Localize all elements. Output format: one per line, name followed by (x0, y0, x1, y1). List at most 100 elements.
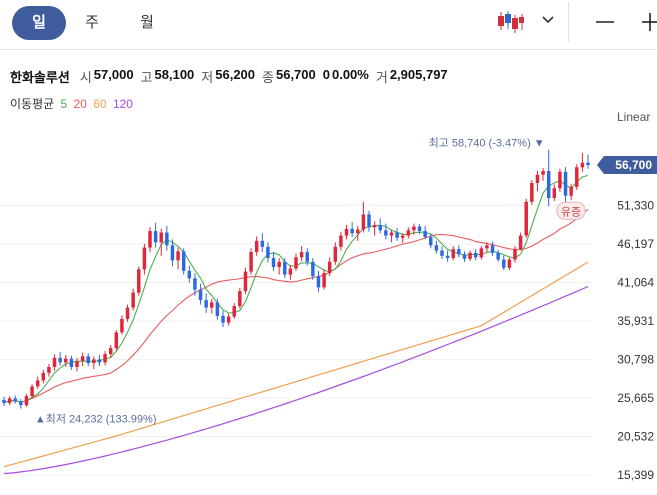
candle-body (524, 201, 528, 236)
y-tick-label: 20,532 (617, 429, 654, 443)
candle-body (193, 278, 197, 290)
candlestick-chart-icon[interactable] (496, 9, 526, 35)
candle-body (462, 254, 467, 259)
toolbar-divider (0, 49, 657, 50)
candle-body (108, 348, 113, 355)
candle-body (125, 307, 130, 319)
candle-body (210, 302, 214, 308)
ma-120-line (3, 286, 589, 475)
high-annotation: 최고 58,740 (-3.47%) ▼ (429, 137, 545, 150)
candle-body (260, 240, 265, 247)
candle-body (440, 250, 444, 256)
candle-body (372, 225, 377, 228)
tab-weekly[interactable]: 주 (85, 14, 99, 31)
high-label: 고 (140, 70, 153, 85)
ma-60-period: 60 (93, 97, 107, 111)
candle-body (400, 235, 405, 238)
candle-body (445, 255, 450, 259)
candle-body (80, 356, 85, 361)
candle-body (176, 251, 180, 261)
candle-body (356, 229, 360, 234)
y-tick-label: 35,931 (617, 314, 654, 328)
stock-name: 한화솔루션 (10, 70, 70, 85)
top-toolbar: 일 주 월 (0, 0, 657, 46)
candle-body (221, 315, 225, 323)
zoom-in-icon[interactable] (640, 11, 657, 33)
candle-body (552, 188, 557, 199)
low-value: 56,200 (215, 67, 256, 82)
candle-body (19, 401, 23, 406)
change-value: 0 (322, 67, 330, 82)
tab-daily[interactable]: 일 (12, 6, 66, 40)
candle-body (52, 357, 57, 367)
event-badge (556, 201, 586, 220)
candle-body (339, 235, 343, 247)
candle-body (530, 183, 534, 202)
candle-body (384, 230, 388, 236)
ma-60-line (3, 261, 589, 468)
candle-body (58, 357, 62, 363)
candle-body (41, 372, 46, 381)
candle-body (64, 358, 68, 363)
candle-body (406, 230, 411, 236)
candle-body (243, 271, 248, 292)
quote-summary: 한화솔루션 시 57,000 고 58,100 저 56,200 종 56,70… (10, 67, 455, 86)
moving-average-legend[interactable]: 이동평균 5 20 60 120 (10, 95, 136, 112)
candle-body (344, 228, 349, 236)
candle-body (148, 231, 152, 248)
candle-body (546, 171, 551, 199)
open-value: 57,000 (93, 67, 134, 82)
candle-body (215, 302, 220, 316)
candle-body (513, 249, 517, 260)
candle-body (153, 231, 158, 243)
y-tick-label: 15,399 (617, 468, 654, 482)
tab-monthly[interactable]: 월 (140, 14, 154, 31)
candle-body (423, 231, 427, 238)
candle-body (75, 360, 79, 367)
y-tick-label: 30,798 (617, 352, 654, 366)
candle-body (266, 246, 270, 259)
ma-5-period: 5 (60, 97, 68, 111)
candle-body (518, 235, 523, 250)
low-annotation: ▲최저 24,232 (133.99%) (35, 413, 157, 426)
candle-body (412, 226, 416, 231)
candle-body (417, 226, 422, 232)
candle-body (299, 252, 304, 258)
candle-body (361, 214, 366, 230)
candle-body (254, 240, 259, 253)
candle-body (288, 268, 293, 275)
candle-body (327, 261, 332, 274)
candle-body (238, 291, 242, 307)
close-label: 종 (262, 70, 274, 85)
candle-body (541, 171, 545, 175)
y-tick-label: 46,197 (617, 237, 654, 251)
price-chart[interactable]: 51,330 46,197 41,064 35,931 30,798 25,665 20,5… (0, 125, 657, 495)
candle-body (198, 289, 203, 301)
change-percent: 0.00% (331, 67, 369, 82)
candle-body (479, 248, 484, 258)
ma-120-period: 120 (112, 97, 133, 111)
candle-body (395, 232, 399, 238)
chevron-down-icon[interactable] (541, 13, 555, 25)
close-value: 56,700 (275, 67, 316, 82)
scale-mode-label[interactable]: Linear (617, 110, 651, 124)
candle-body (277, 261, 281, 268)
candle-body (69, 358, 74, 367)
candle-body (131, 292, 135, 308)
zoom-out-icon[interactable] (594, 11, 616, 33)
candle-body (30, 386, 34, 397)
candle-body (429, 237, 433, 246)
candle-body (204, 300, 208, 308)
ma-5-line (3, 174, 589, 404)
candle-body (316, 276, 321, 288)
candle-body (92, 359, 96, 364)
candle-body (575, 167, 579, 187)
candle-body (322, 273, 326, 288)
toolbar-separator (568, 2, 569, 42)
candle-body (305, 252, 309, 262)
candle-body (569, 186, 573, 196)
candle-body (142, 247, 147, 270)
candle-body (580, 162, 585, 168)
candle-body (137, 269, 141, 293)
candle-body (563, 171, 568, 196)
